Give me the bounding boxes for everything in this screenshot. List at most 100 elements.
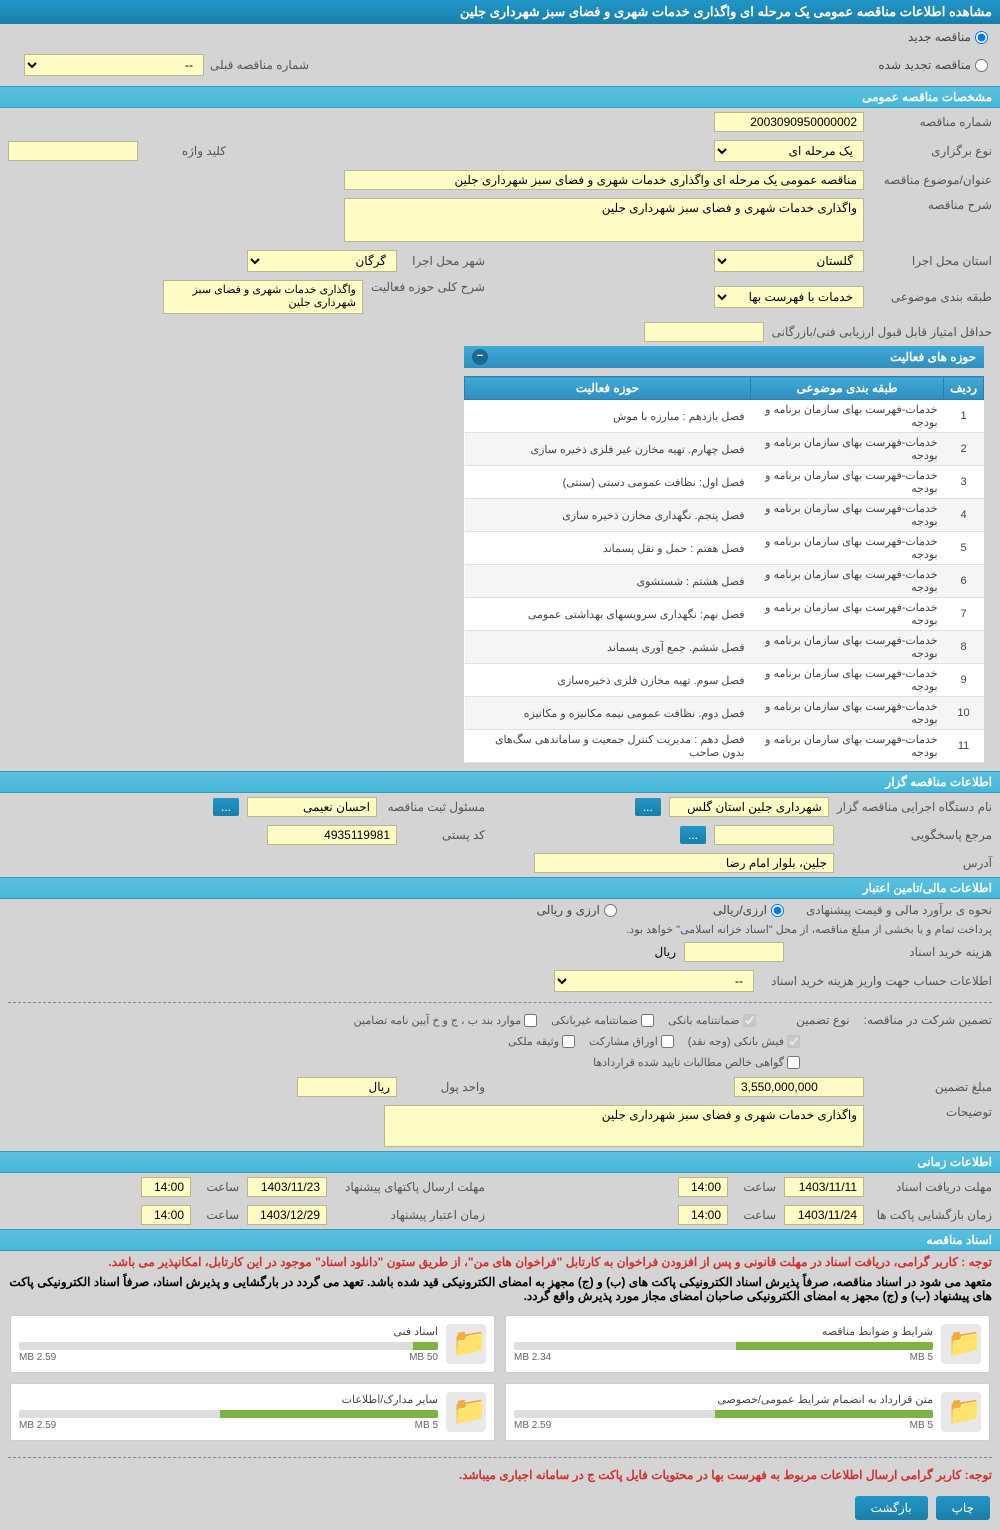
treasury-note: پرداخت تمام و یا بخشی از مبلغ مناقصه، از… (0, 921, 1000, 938)
org-label: نام دستگاه اجرایی مناقصه گزار (837, 800, 992, 814)
chk-bonds[interactable]: اوراق مشارکت (589, 1035, 674, 1048)
postal-value: 4935119981 (267, 825, 397, 845)
postal-label: کد پستی (405, 828, 485, 842)
docreceive-label: مهلت دریافت اسناد (872, 1180, 992, 1194)
table-row: 7خدمات-فهرست بهای سازمان برنامه و بودجهف… (465, 598, 984, 631)
collapse-icon[interactable]: − (472, 349, 488, 365)
chk-cases[interactable]: موارد بند ب ، ج و خ آیین نامه تضامین (354, 1014, 537, 1027)
type-label: نوع برگزاری (872, 144, 992, 158)
section-timing: اطلاعات زمانی (0, 1151, 1000, 1173)
estimate-label: نحوه ی برآورد مالی و قیمت پیشنهادی (792, 903, 992, 917)
doc-title: سایر مدارک/اطلاعات (19, 1393, 438, 1406)
activity-desc-value: واگذاری خدمات شهری و فضای سبز شهرداری جل… (163, 280, 363, 314)
docs-footer-notice: توجه: کاربر گرامی ارسال اطلاعات مربوط به… (0, 1464, 1000, 1486)
folder-icon (941, 1392, 981, 1432)
radio-rial[interactable]: ارزی/ریالی (713, 903, 784, 917)
section-organizer: اطلاعات مناقصه گزار (0, 771, 1000, 793)
account-label: اطلاعات حساب جهت واریز هزینه خرید اسناد (762, 974, 992, 988)
table-row: 9خدمات-فهرست بهای سازمان برنامه و بودجهف… (465, 664, 984, 697)
table-row: 3خدمات-فهرست بهای سازمان برنامه و بودجهف… (465, 466, 984, 499)
table-row: 5خدمات-فهرست بهای سازمان برنامه و بودجهف… (465, 532, 984, 565)
table-row: 1خدمات-فهرست بهای سازمان برنامه و بودجهف… (465, 400, 984, 433)
print-button[interactable]: چاپ (936, 1496, 990, 1520)
province-label: استان محل اجرا (872, 254, 992, 268)
number-label: شماره مناقصه (872, 115, 992, 129)
section-financial: اطلاعات مالی/تامین اعتبار (0, 877, 1000, 899)
docfee-field[interactable] (684, 942, 784, 962)
doc-card[interactable]: متن قرارداد به انضمام شرایط عمومی/خصوصی … (505, 1383, 990, 1441)
province-select[interactable]: گلستان (714, 250, 864, 272)
address-label: آدرس (842, 856, 992, 870)
responsible-lookup-button[interactable]: ... (213, 798, 239, 816)
doc-title: شرایط و ضوابط مناقصه (514, 1325, 933, 1338)
keyword-field[interactable] (8, 141, 138, 161)
type-select[interactable]: یک مرحله ای (714, 140, 864, 162)
open-label: زمان بازگشایی پاکت ها (872, 1208, 992, 1222)
section-docs: اسناد مناقصه (0, 1229, 1000, 1251)
docfee-label: هزینه خرید اسناد (792, 945, 992, 959)
radio-renewed-tender[interactable]: مناقصه تجدید شده (878, 50, 988, 80)
account-select[interactable]: -- (554, 970, 754, 992)
responsible-value: احسان نعیمی (247, 797, 377, 817)
address-value: جلین، بلوار امام رضا (534, 853, 834, 873)
table-row: 11خدمات-فهرست بهای سازمان برنامه و بودجه… (465, 730, 984, 763)
open-date: 1403/11/24 (784, 1205, 864, 1225)
chk-bank[interactable]: ضمانتنامه بانکی (668, 1014, 756, 1027)
page-title: مشاهده اطلاعات مناقصه عمومی یک مرحله ای … (0, 0, 1000, 24)
radio-new-tender[interactable]: مناقصه جدید (908, 30, 988, 44)
category-select[interactable]: خدمات با فهرست بها (714, 286, 864, 308)
doc-card[interactable]: سایر مدارک/اطلاعات 5 MB2.59 MB (10, 1383, 495, 1441)
contact-lookup-button[interactable]: ... (680, 826, 706, 844)
keyword-label: کلید واژه (146, 144, 226, 158)
doc-card[interactable]: شرایط و ضوابط مناقصه 5 MB2.34 MB (505, 1315, 990, 1373)
contact-field[interactable] (714, 825, 834, 845)
org-value: شهرداری جلین استان گلس (669, 797, 829, 817)
desc-value: واگذاری خدمات شهری و فضای سبز شهرداری جل… (344, 198, 864, 242)
table-row: 4خدمات-فهرست بهای سازمان برنامه و بودجهف… (465, 499, 984, 532)
packetsend-time: 14:00 (141, 1177, 191, 1197)
table-row: 8خدمات-فهرست بهای سازمان برنامه و بودجهف… (465, 631, 984, 664)
doc-title: متن قرارداد به انضمام شرایط عمومی/خصوصی (514, 1393, 933, 1406)
org-lookup-button[interactable]: ... (635, 798, 661, 816)
responsible-label: مسئول ثبت مناقصه (385, 800, 485, 814)
amount-label: مبلغ تضمین (872, 1080, 992, 1094)
folder-icon (941, 1324, 981, 1364)
unit-value: ریال (297, 1077, 397, 1097)
table-row: 6خدمات-فهرست بهای سازمان برنامه و بودجهف… (465, 565, 984, 598)
folder-icon (446, 1392, 486, 1432)
remarks-value: واگذاری خدمات شهری و فضای سبز شهرداری جل… (384, 1105, 864, 1147)
validity-date: 1403/12/29 (247, 1205, 327, 1225)
packetsend-date: 1403/11/23 (247, 1177, 327, 1197)
back-button[interactable]: بازگشت (855, 1496, 928, 1520)
subject-value: مناقصه عمومی یک مرحله ای واگذاری خدمات ش… (344, 170, 864, 190)
contact-label: مرجع پاسخگویی (842, 828, 992, 842)
validity-label: زمان اعتبار پیشنهاد (335, 1208, 485, 1222)
folder-icon (446, 1324, 486, 1364)
minscore-field[interactable] (644, 322, 764, 342)
chk-cash[interactable]: فیش بانکی (وجه نقد) (688, 1035, 800, 1048)
rial-unit: ریال (654, 945, 676, 959)
prev-number-select[interactable]: -- (24, 54, 204, 76)
unit-label: واحد پول (405, 1080, 485, 1094)
validity-time: 14:00 (141, 1205, 191, 1225)
doc-title: اسناد فنی (19, 1325, 438, 1338)
chk-property[interactable]: وثیقه ملکی (508, 1035, 575, 1048)
docs-notice2: متعهد می شود در اسناد مناقصه، صرفاً پذیر… (0, 1273, 1000, 1305)
doc-card[interactable]: اسناد فنی 50 MB2.59 MB (10, 1315, 495, 1373)
docreceive-date: 1403/11/11 (784, 1177, 864, 1197)
category-label: طبقه بندی موضوعی (872, 290, 992, 304)
amount-value: 3,550,000,000 (734, 1077, 864, 1097)
activity-desc-label: شرح کلی حوزه فعالیت (371, 280, 485, 294)
chk-receivables[interactable]: گواهی خالص مطالبات تایید شده قراردادها (593, 1056, 800, 1069)
city-select[interactable]: گرگان (247, 250, 397, 272)
chk-nonbank[interactable]: ضمانتنامه غیربانکی (551, 1014, 654, 1027)
subject-label: عنوان/موضوع مناقصه (872, 173, 992, 187)
city-label: شهر محل اجرا (405, 254, 485, 268)
radio-currency[interactable]: ارزی و ریالی (537, 903, 617, 917)
activities-panel-header: حوزه های فعالیت − (464, 346, 984, 368)
number-value: 2003090950000002 (714, 112, 864, 132)
desc-label: شرح مناقصه (872, 198, 992, 212)
guarantee-label: تضمین شرکت در مناقصه: (864, 1013, 992, 1027)
remarks-label: توضیحات (872, 1105, 992, 1119)
table-row: 10خدمات-فهرست بهای سازمان برنامه و بودجه… (465, 697, 984, 730)
